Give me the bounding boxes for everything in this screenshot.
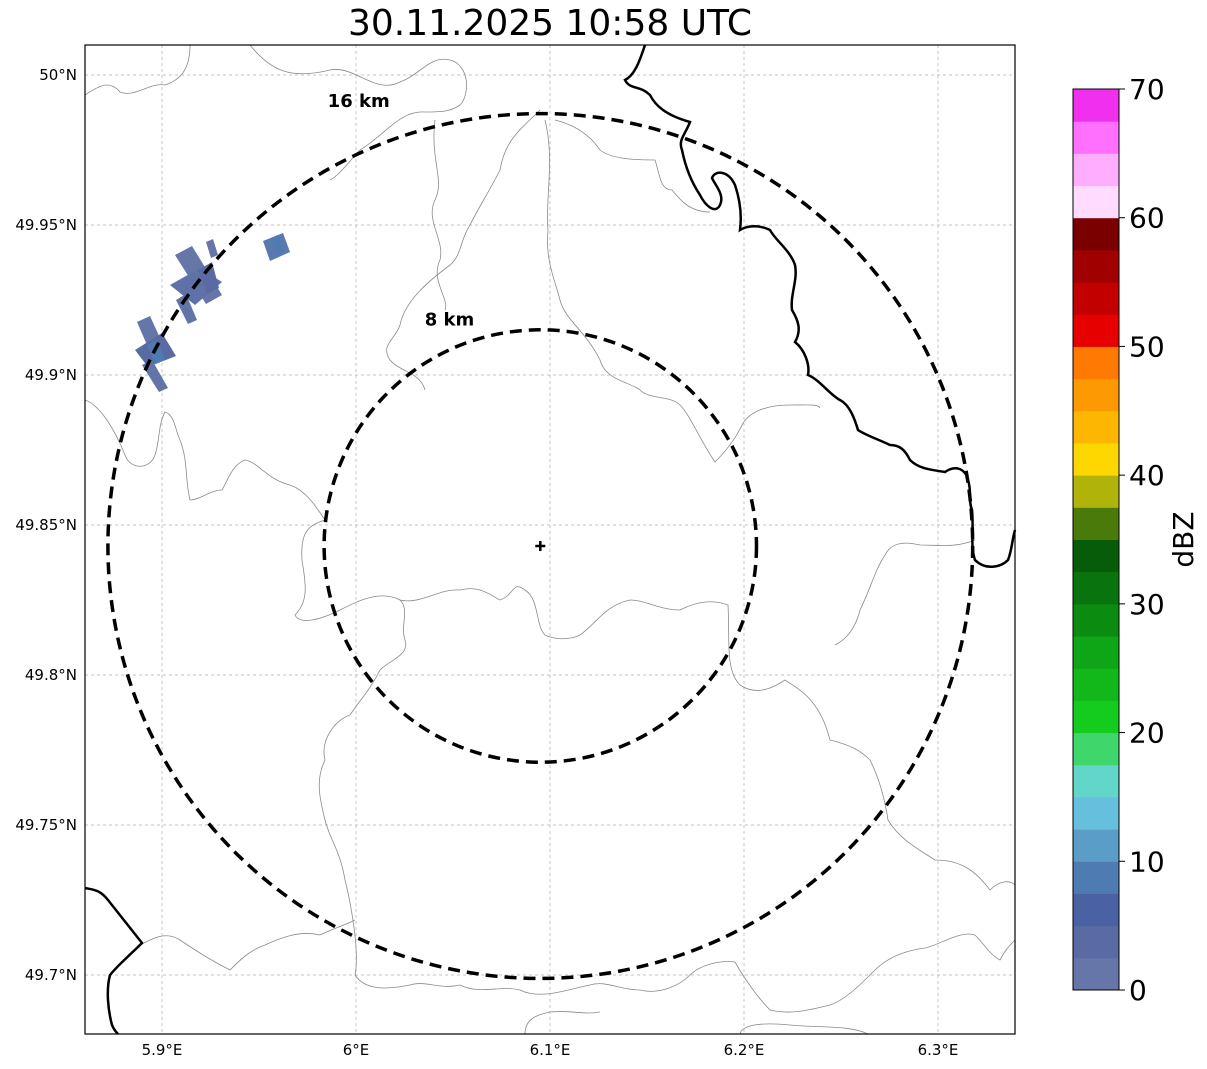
- range-ring-8km: [322, 328, 759, 764]
- colorbar-segment: [1073, 442, 1119, 476]
- range-ring-16km: [106, 111, 975, 981]
- colorbar-segment: [1073, 636, 1119, 669]
- lat-tick-label: 49.85°N: [15, 516, 77, 534]
- colorbar-segment: [1073, 957, 1119, 991]
- echo-cell: [206, 239, 218, 258]
- admin-boundaries: [84, 44, 1016, 1035]
- colorbar-segment: [1073, 410, 1119, 444]
- echo-cell: [147, 340, 165, 364]
- lat-tick-label: 49.75°N: [15, 816, 77, 834]
- colorbar-segment: [1073, 185, 1119, 219]
- colorbar-segment: [1073, 861, 1119, 894]
- echo-cell: [176, 294, 197, 324]
- colorbar-segment: [1073, 700, 1119, 734]
- colorbar-segment: [1073, 668, 1119, 701]
- map-title: 30.11.2025 10:58 UTC: [347, 3, 753, 44]
- colorbar-segment: [1073, 829, 1119, 862]
- national-border-west: [84, 886, 144, 1035]
- colorbar-segment: [1073, 603, 1119, 637]
- colorbar-segment: [1073, 539, 1119, 573]
- echo-cell: [271, 235, 284, 255]
- colorbar-tick-label: 10: [1129, 845, 1165, 878]
- colorbar-segment: [1073, 249, 1119, 283]
- range-ring-label: 16 km: [328, 91, 390, 112]
- radar-site-marker: [535, 541, 546, 551]
- colorbar: 0 10 20 30 40 50 60 70 dBZ: [1072, 73, 1200, 1007]
- lon-tick-label: 6.2°E: [724, 1041, 765, 1059]
- colorbar-tick-label: 60: [1129, 202, 1165, 235]
- echo-cell: [142, 360, 168, 392]
- colorbar-segment: [1073, 217, 1119, 251]
- colorbar-frame: [1072, 88, 1120, 991]
- colorbar-tick-label: 70: [1129, 73, 1165, 106]
- colorbar-segment: [1073, 732, 1119, 766]
- latitude-labels: 50°N 49.95°N 49.9°N 49.85°N 49.8°N 49.75°N 49.…: [15, 66, 77, 984]
- colorbar-segment: [1073, 89, 1119, 122]
- colorbar-segment: [1073, 571, 1119, 605]
- colorbar-segment: [1073, 282, 1119, 315]
- colorbar-unit-label: dBZ: [1167, 511, 1200, 567]
- longitude-labels: 5.9°E 6°E 6.1°E 6.2°E 6.3°E: [142, 1041, 959, 1059]
- colorbar-segment: [1073, 475, 1119, 508]
- map-frame: [84, 44, 1016, 1035]
- colorbar-tick-label: 30: [1129, 588, 1165, 621]
- colorbar-segment: [1073, 796, 1119, 830]
- colorbar-segment: [1073, 121, 1119, 154]
- colorbar-segment: [1073, 764, 1119, 798]
- lat-tick-label: 49.95°N: [15, 216, 77, 234]
- colorbar-segment: [1073, 153, 1119, 187]
- colorbar-tick-label: 20: [1129, 717, 1165, 750]
- colorbar-tick-label: 0: [1129, 974, 1147, 1007]
- lat-tick-label: 49.9°N: [25, 366, 77, 384]
- colorbar-tick-label: 50: [1129, 330, 1165, 363]
- colorbar-segment: [1073, 925, 1119, 959]
- colorbar-segment: [1073, 893, 1119, 927]
- colorbar-segment: [1073, 507, 1119, 540]
- lon-tick-label: 6.3°E: [918, 1041, 959, 1059]
- echo-cell: [137, 316, 160, 345]
- lat-tick-label: 49.8°N: [25, 666, 77, 684]
- colorbar-tick-label: 40: [1129, 459, 1165, 492]
- range-rings: 8 km 16 km: [106, 91, 975, 981]
- map-area: 8 km 16 km: [84, 44, 1017, 1035]
- range-ring-label: 8 km: [425, 310, 475, 331]
- colorbar-segment: [1073, 378, 1119, 412]
- lat-tick-label: 50°N: [39, 66, 77, 84]
- lon-tick-label: 6°E: [343, 1041, 370, 1059]
- colorbar-segment: [1073, 314, 1119, 347]
- gridlines: [85, 45, 1015, 1034]
- colorbar-segment: [1073, 346, 1119, 380]
- lon-tick-label: 5.9°E: [142, 1041, 183, 1059]
- echo-cell: [198, 262, 219, 294]
- lon-tick-label: 6.1°E: [530, 1041, 571, 1059]
- lat-tick-label: 49.7°N: [25, 966, 77, 984]
